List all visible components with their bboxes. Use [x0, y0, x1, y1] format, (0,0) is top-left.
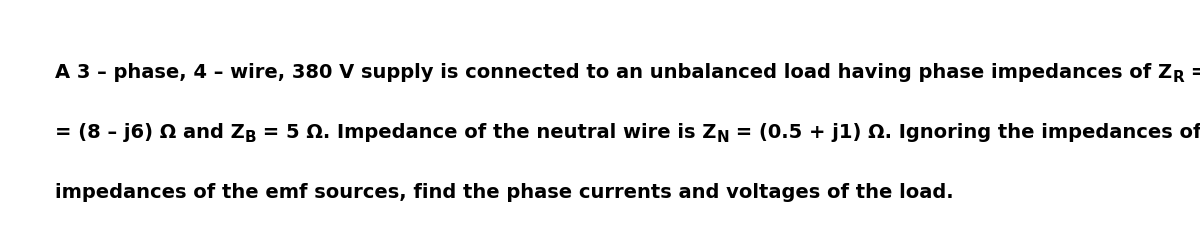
- Text: B: B: [245, 130, 257, 145]
- Text: A 3 – phase, 4 – wire, 380 V supply is connected to an unbalanced load having ph: A 3 – phase, 4 – wire, 380 V supply is c…: [55, 63, 1172, 82]
- Text: R: R: [1172, 70, 1184, 85]
- Text: = (8 + j6) Ω, Z: = (8 + j6) Ω, Z: [1184, 63, 1200, 82]
- Text: = (0.5 + j1) Ω. Ignoring the impedances of line wires and internal: = (0.5 + j1) Ω. Ignoring the impedances …: [730, 123, 1200, 142]
- Text: impedances of the emf sources, find the phase currents and voltages of the load.: impedances of the emf sources, find the …: [55, 183, 954, 202]
- Text: = 5 Ω. Impedance of the neutral wire is Z: = 5 Ω. Impedance of the neutral wire is …: [257, 123, 716, 142]
- Text: = (8 – j6) Ω and Z: = (8 – j6) Ω and Z: [55, 123, 245, 142]
- Text: N: N: [716, 130, 730, 145]
